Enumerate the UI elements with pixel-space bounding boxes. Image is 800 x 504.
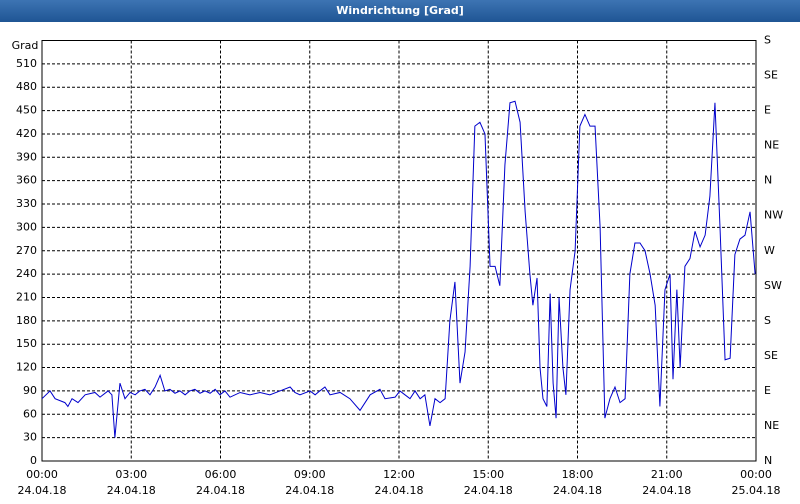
y2-tick-label: SW bbox=[764, 279, 782, 292]
y2-tick-label: SE bbox=[764, 349, 778, 362]
y-tick-label: 0 bbox=[30, 454, 37, 467]
y-tick-label: 30 bbox=[23, 431, 37, 444]
y2-tick-label: NE bbox=[764, 139, 779, 152]
x-tick-date: 24.04.18 bbox=[285, 484, 334, 497]
x-tick-label: 09:00 bbox=[294, 468, 326, 481]
x-tick-label: 18:00 bbox=[562, 468, 594, 481]
y-tick-label: 90 bbox=[23, 384, 37, 397]
y-tick-label: 510 bbox=[16, 57, 37, 70]
y2-tick-label: S bbox=[764, 34, 771, 47]
y-axis-label: Grad bbox=[12, 39, 39, 52]
x-tick-date: 24.04.18 bbox=[107, 484, 156, 497]
title-bar bbox=[0, 0, 800, 22]
y2-tick-label: SE bbox=[764, 69, 778, 82]
y2-tick-label: E bbox=[764, 384, 771, 397]
y-tick-label: 300 bbox=[16, 220, 37, 233]
y2-tick-label: W bbox=[764, 244, 775, 257]
x-tick-date: 24.04.18 bbox=[553, 484, 602, 497]
y-tick-label: 120 bbox=[16, 361, 37, 374]
y-tick-label: 240 bbox=[16, 267, 37, 280]
data-line bbox=[41, 100, 756, 438]
y2-tick-label: NE bbox=[764, 419, 779, 432]
y2-tick-label: N bbox=[764, 454, 772, 467]
y-tick-label: 330 bbox=[16, 197, 37, 210]
chart-title: Windrichtung [Grad] bbox=[336, 4, 464, 17]
y-tick-label: 480 bbox=[16, 80, 37, 93]
x-tick-label: 00:00 bbox=[26, 468, 58, 481]
x-tick-label: 03:00 bbox=[115, 468, 147, 481]
y-tick-label: 60 bbox=[23, 407, 37, 420]
y-tick-label: 180 bbox=[16, 314, 37, 327]
x-tick-date: 24.04.18 bbox=[642, 484, 691, 497]
x-tick-date: 24.04.18 bbox=[375, 484, 424, 497]
x-tick-label: 15:00 bbox=[472, 468, 504, 481]
x-tick-label: 12:00 bbox=[383, 468, 415, 481]
y2-tick-label: NW bbox=[764, 209, 783, 222]
x-tick-label: 06:00 bbox=[205, 468, 237, 481]
x-tick-date: 24.04.18 bbox=[464, 484, 513, 497]
y-tick-label: 150 bbox=[16, 337, 37, 350]
y-tick-label: 360 bbox=[16, 174, 37, 187]
y-tick-label: 270 bbox=[16, 244, 37, 257]
y-tick-label: 450 bbox=[16, 104, 37, 117]
x-tick-date: 24.04.18 bbox=[18, 484, 67, 497]
y2-tick-label: E bbox=[764, 104, 771, 117]
y2-tick-label: N bbox=[764, 174, 772, 187]
x-tick-label: 21:00 bbox=[651, 468, 683, 481]
y-tick-label: 390 bbox=[16, 150, 37, 163]
x-tick-date: 24.04.18 bbox=[196, 484, 245, 497]
x-tick-date: 25.04.18 bbox=[732, 484, 781, 497]
x-tick-label: 00:00 bbox=[740, 468, 772, 481]
y-tick-label: 210 bbox=[16, 290, 37, 303]
y2-tick-label: S bbox=[764, 314, 771, 327]
y-tick-label: 420 bbox=[16, 127, 37, 140]
